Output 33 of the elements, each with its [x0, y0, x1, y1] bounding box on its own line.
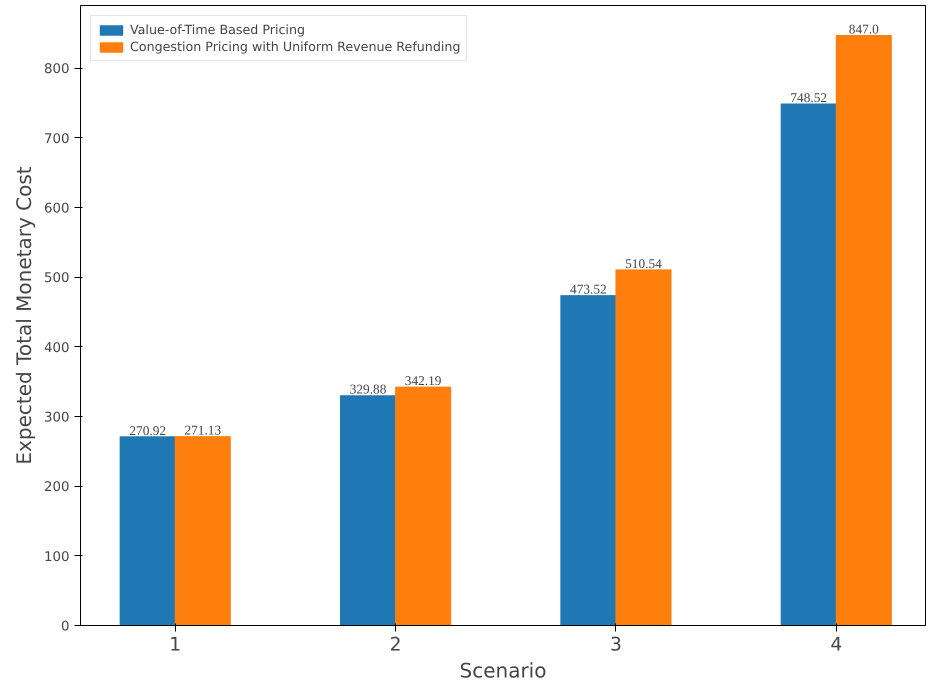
data-label: 510.54	[625, 256, 662, 271]
bar	[395, 386, 452, 626]
legend-label: Value-of-Time Based Pricing	[130, 22, 305, 37]
data-label: 329.88	[350, 382, 387, 397]
data-label: 847.0	[848, 21, 880, 36]
y-tick-label: 600	[44, 202, 70, 217]
data-label: 473.52	[570, 282, 607, 297]
x-tick-label: 2	[390, 634, 402, 656]
data-label: 270.92	[129, 422, 166, 438]
bar	[120, 436, 176, 626]
bar	[560, 295, 616, 626]
y-tick-label: 400	[44, 340, 70, 356]
bar	[615, 269, 672, 626]
bar	[174, 436, 231, 626]
bar	[340, 395, 396, 626]
bar	[780, 104, 837, 626]
legend-label: Congestion Pricing with Uniform Revenue Refunding	[130, 39, 460, 54]
data-label: 342.19	[404, 373, 442, 388]
y-axis-title: Expected Total Monetary Cost	[12, 166, 36, 465]
data-label: 271.13	[184, 422, 222, 438]
x-tick-label: 1	[169, 634, 182, 656]
x-tick-label: 3	[610, 634, 622, 656]
y-tick-label: 0	[61, 620, 70, 634]
x-tick-label: 4	[830, 634, 842, 656]
bar	[836, 34, 892, 626]
y-tick-label: 700	[44, 132, 70, 147]
y-tick-label: 500	[44, 271, 70, 286]
y-tick-label: 100	[44, 550, 70, 565]
y-tick-label: 200	[44, 480, 70, 496]
data-label: 748.52	[790, 90, 828, 106]
y-tick-label: 800	[44, 62, 70, 78]
y-tick-label: 300	[44, 410, 70, 426]
x-axis-title: Scenario	[460, 658, 546, 682]
